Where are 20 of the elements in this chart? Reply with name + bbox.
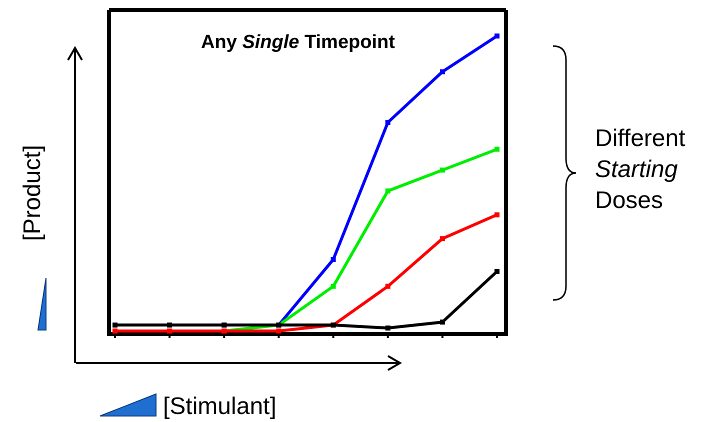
point [440,320,445,325]
point [494,268,500,274]
x-axis-title: [Stimulant] [163,393,276,420]
point [385,188,390,194]
point [330,257,336,262]
point [276,328,282,334]
point [330,284,336,289]
text: Different Starting Doses [595,125,686,214]
chart-title: Any Single Timepoint [201,32,396,53]
point [385,120,390,125]
point [494,212,500,218]
y-axis-title: [Product] [19,144,46,242]
point [385,326,390,331]
point [494,146,500,152]
point [112,322,118,328]
point [494,34,500,38]
point [440,168,445,173]
point [440,69,445,74]
point [385,284,390,289]
point [440,236,445,242]
